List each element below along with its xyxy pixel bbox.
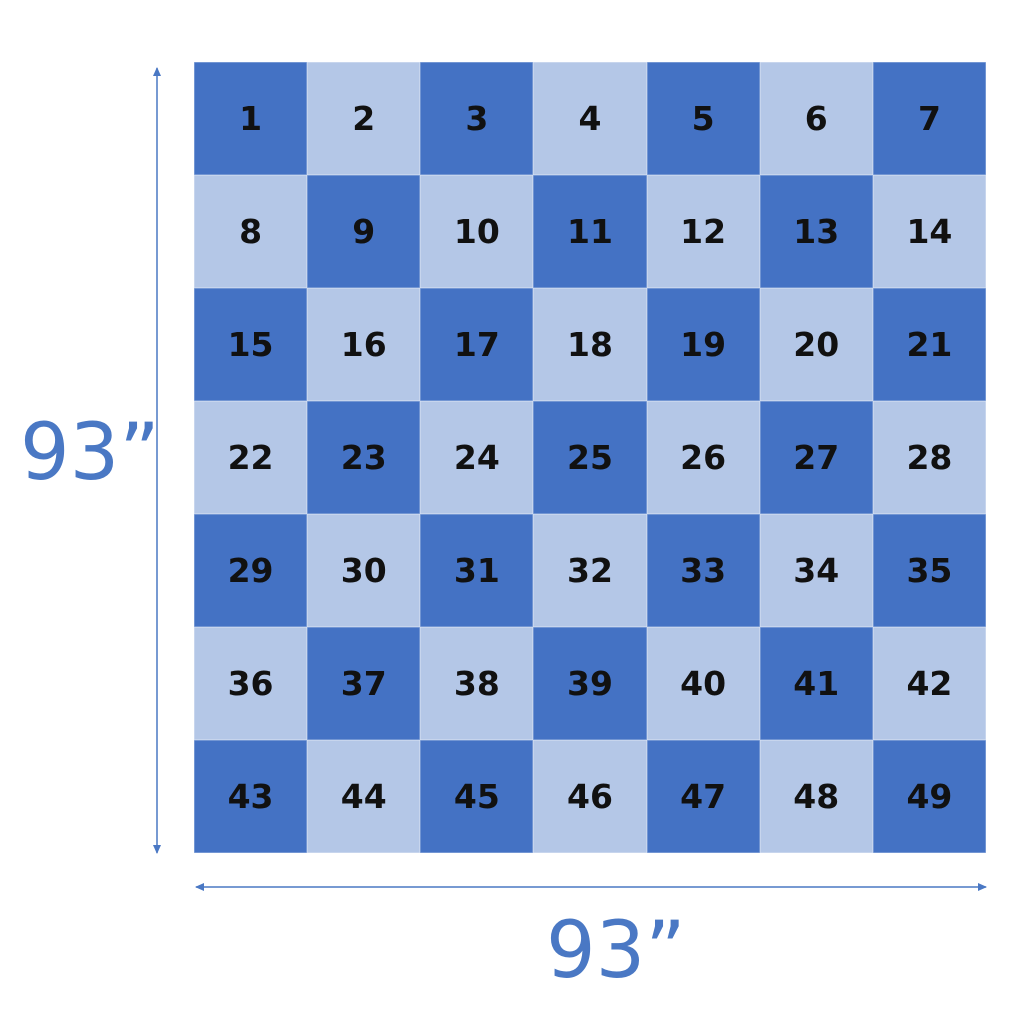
grid-cell: 26 — [646, 401, 760, 514]
numbered-grid: 1 2 3 4 5 6 7 8 9 10 11 12 13 14 15 16 17 18 19 20 21 22 23 24 2… — [194, 62, 986, 853]
grid-cell: 29 — [194, 514, 308, 627]
grid-cell: 45 — [420, 740, 534, 853]
grid-cell: 43 — [194, 740, 308, 853]
grid-cell: 49 — [872, 740, 986, 853]
grid-cell: 40 — [646, 627, 760, 740]
height-label: 93” — [20, 408, 160, 498]
grid-cell: 2 — [307, 62, 421, 175]
grid-cell: 18 — [533, 288, 647, 401]
grid-cell: 39 — [533, 627, 647, 740]
grid-cell: 22 — [194, 401, 308, 514]
grid-cell: 28 — [872, 401, 986, 514]
grid-cell: 9 — [307, 175, 421, 288]
grid-cell: 1 — [194, 62, 308, 175]
width-label: 93” — [546, 906, 686, 996]
grid-cell: 17 — [420, 288, 534, 401]
grid-cell: 7 — [872, 62, 986, 175]
grid-cell: 25 — [533, 401, 647, 514]
grid-cell: 38 — [420, 627, 534, 740]
grid-cell: 47 — [646, 740, 760, 853]
grid-cell: 10 — [420, 175, 534, 288]
grid-cell: 31 — [420, 514, 534, 627]
grid-cell: 13 — [759, 175, 873, 288]
grid-cell: 14 — [872, 175, 986, 288]
grid-cell: 3 — [420, 62, 534, 175]
grid-cell: 44 — [307, 740, 421, 853]
grid-cell: 15 — [194, 288, 308, 401]
grid-cell: 12 — [646, 175, 760, 288]
grid-cell: 35 — [872, 514, 986, 627]
grid-cell: 5 — [646, 62, 760, 175]
grid-cell: 37 — [307, 627, 421, 740]
grid-cell: 19 — [646, 288, 760, 401]
grid-cell: 21 — [872, 288, 986, 401]
grid-cell: 8 — [194, 175, 308, 288]
grid-cell: 33 — [646, 514, 760, 627]
grid-cell: 30 — [307, 514, 421, 627]
grid-cell: 11 — [533, 175, 647, 288]
grid-cell: 41 — [759, 627, 873, 740]
grid-cell: 46 — [533, 740, 647, 853]
grid-cell: 24 — [420, 401, 534, 514]
grid-cell: 20 — [759, 288, 873, 401]
grid-cell: 6 — [759, 62, 873, 175]
grid-cell: 4 — [533, 62, 647, 175]
grid-cell: 23 — [307, 401, 421, 514]
grid-cell: 36 — [194, 627, 308, 740]
grid-cell: 34 — [759, 514, 873, 627]
grid-cell: 27 — [759, 401, 873, 514]
grid-cell: 16 — [307, 288, 421, 401]
grid-cell: 32 — [533, 514, 647, 627]
grid-cell: 48 — [759, 740, 873, 853]
grid-cell: 42 — [872, 627, 986, 740]
